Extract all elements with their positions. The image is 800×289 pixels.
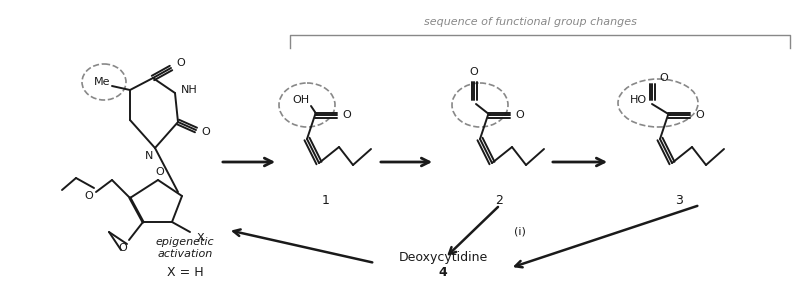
Text: N: N [145, 151, 153, 161]
Text: O: O [342, 110, 351, 120]
Text: O: O [470, 67, 478, 77]
Text: O: O [696, 110, 704, 120]
Text: Deoxycytidine: Deoxycytidine [398, 251, 488, 264]
Text: 4: 4 [438, 266, 447, 279]
Text: O: O [85, 191, 94, 201]
Text: (i): (i) [514, 227, 526, 237]
Text: O: O [202, 127, 210, 137]
Text: Me: Me [94, 77, 110, 87]
Text: 2: 2 [495, 194, 503, 207]
Text: O: O [156, 167, 164, 177]
Text: X = H: X = H [166, 266, 203, 279]
Text: 3: 3 [675, 194, 683, 207]
Text: sequence of functional group changes: sequence of functional group changes [423, 17, 637, 27]
Text: OH: OH [293, 95, 310, 105]
Text: X: X [196, 233, 204, 243]
Text: 1: 1 [322, 194, 330, 207]
Text: epigenetic
activation: epigenetic activation [156, 237, 214, 259]
Text: HO: HO [630, 95, 646, 105]
Text: O: O [516, 110, 524, 120]
Text: O: O [118, 243, 127, 253]
Text: O: O [660, 73, 668, 83]
Text: O: O [177, 58, 186, 68]
Text: NH: NH [181, 85, 198, 95]
